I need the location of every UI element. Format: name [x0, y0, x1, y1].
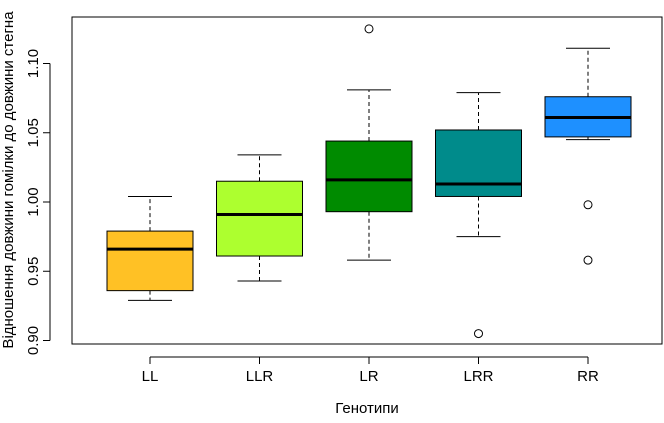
x-axis: LL LLR LR LRR RR	[142, 356, 599, 385]
x-tick-label: LLR	[246, 368, 274, 385]
y-tick-label: 1.10	[25, 49, 42, 78]
outlier-point	[474, 329, 483, 339]
y-tick-label: 1.05	[25, 118, 42, 147]
x-tick-label: RR	[577, 368, 599, 385]
y-axis: 0.90 0.95 1.00 1.05 1.10	[25, 49, 51, 355]
x-axis-title: Генотипи	[335, 400, 399, 417]
x-tick-label: LL	[142, 368, 159, 385]
plot-frame	[71, 16, 663, 345]
box-group-lr	[325, 24, 413, 261]
outlier-point	[583, 200, 593, 210]
y-tick-label: 0.90	[25, 326, 42, 355]
box-iqr	[106, 230, 194, 292]
box-iqr	[435, 129, 522, 197]
y-tick-label: 0.95	[25, 257, 42, 286]
outlier-point	[583, 255, 593, 265]
y-axis-title: Відношення довжини гомілки до довжини ст…	[0, 11, 17, 349]
x-tick-label: LRR	[463, 368, 493, 385]
x-tick-label: LR	[359, 368, 378, 385]
outlier-point	[364, 24, 374, 34]
box-group-llr	[216, 154, 303, 282]
y-tick-label: 1.00	[25, 187, 42, 216]
box-group-lrr	[435, 92, 522, 339]
boxes-layer	[106, 24, 632, 339]
box-iqr	[216, 180, 303, 257]
box-group-rr	[544, 47, 632, 265]
box-iqr	[325, 140, 413, 213]
box-group-ll	[106, 195, 194, 301]
